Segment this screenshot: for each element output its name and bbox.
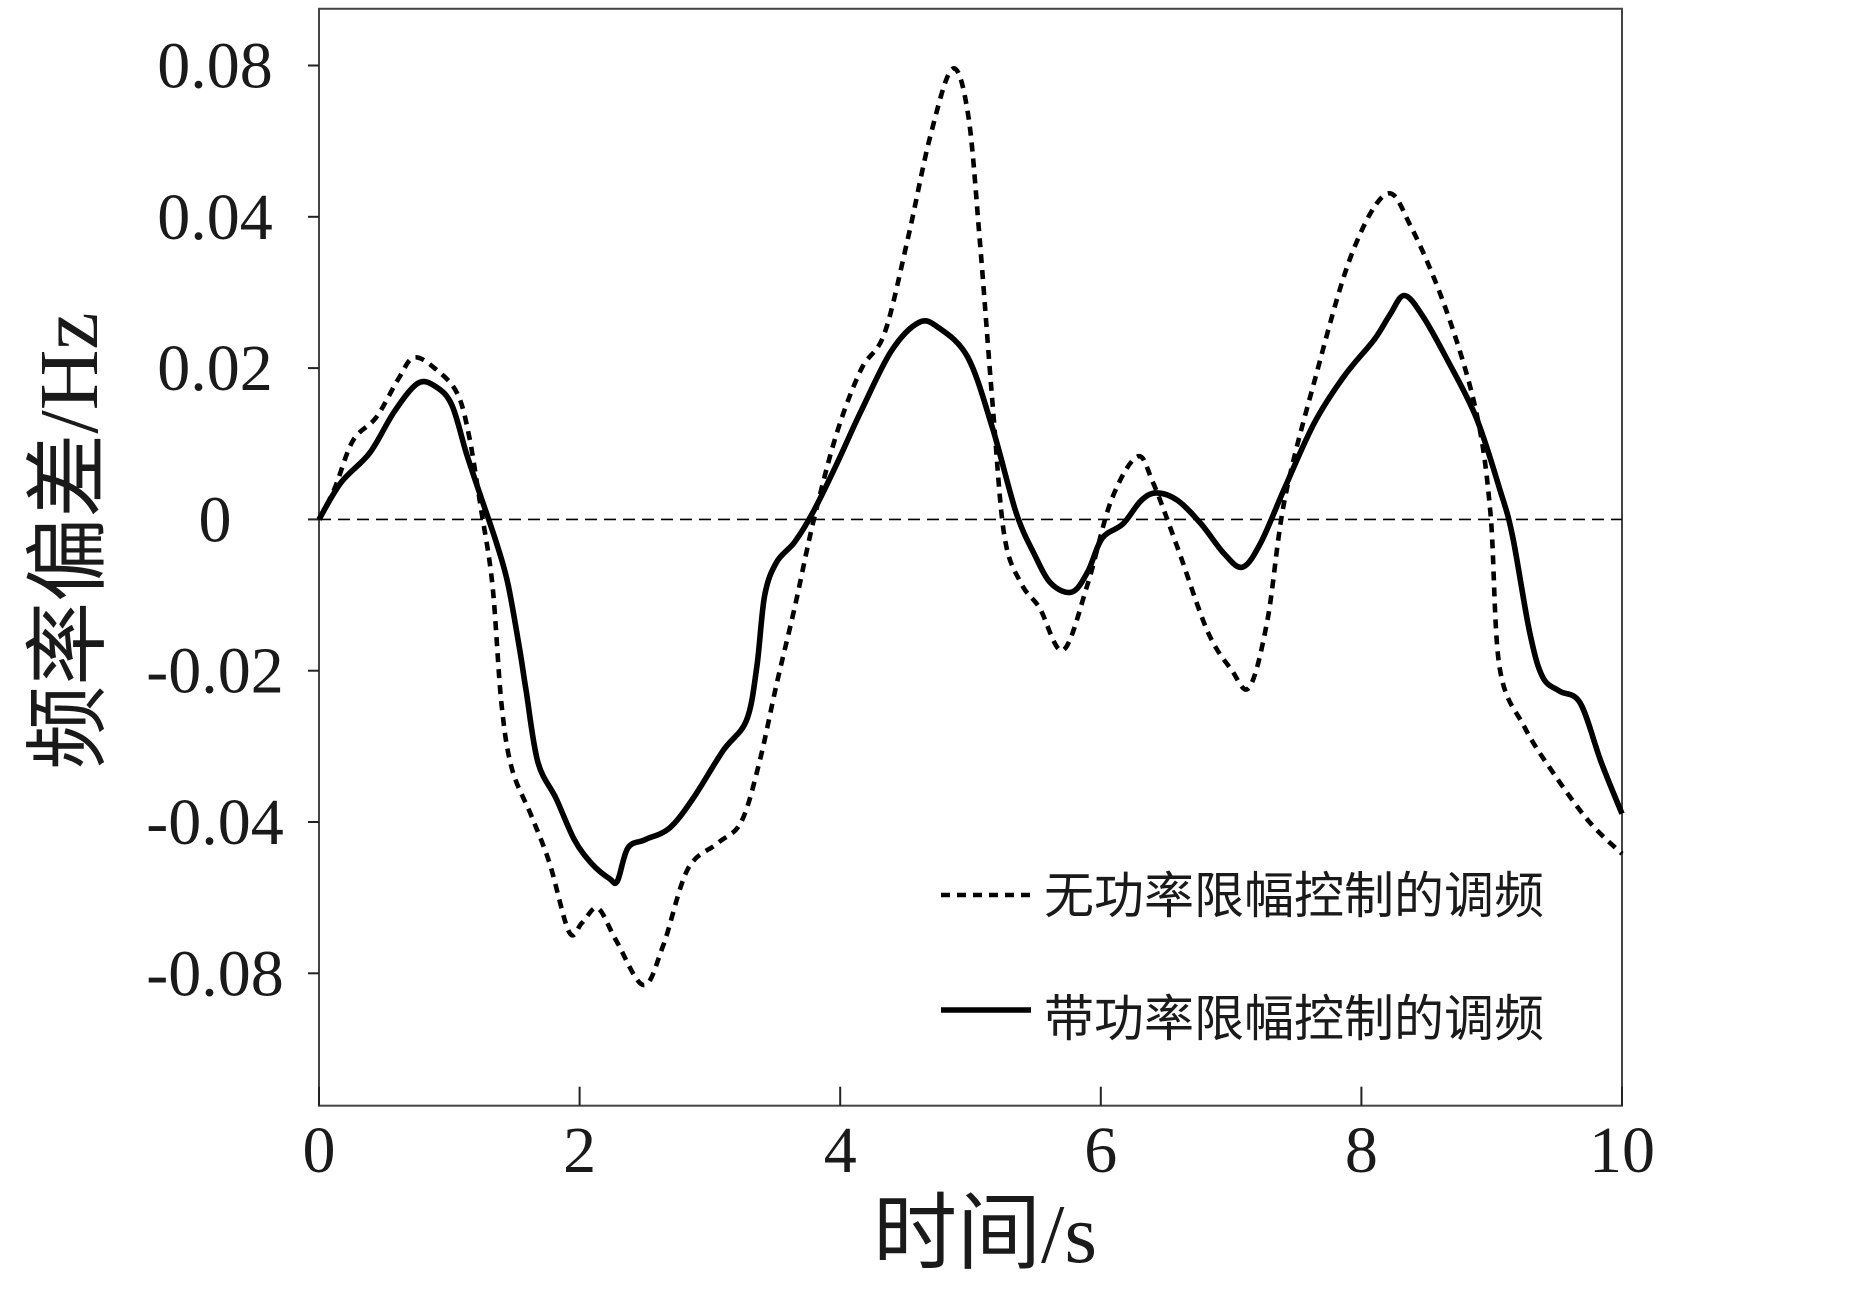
y-tick-label: 0.02 [157, 332, 273, 405]
y-tick-label: -0.02 [146, 635, 283, 708]
y-tick-label: 0 [199, 483, 232, 556]
plot-area [318, 7, 1623, 1107]
x-axis: 0 2 4 6 8 10 [303, 1086, 1655, 1187]
x-tick-label: 10 [1589, 1114, 1655, 1187]
x-tick-label: 8 [1345, 1114, 1378, 1187]
y-axis-label: 频率偏差/Hz [23, 312, 116, 769]
x-axis-label: 时间/s [873, 1188, 1097, 1281]
legend-label-without-power-limit: 无功率限幅控制的调频 [1044, 868, 1544, 924]
x-tick-label: 4 [824, 1114, 857, 1187]
x-tick-label: 6 [1084, 1114, 1117, 1187]
solid-series-line [316, 292, 1625, 887]
y-tick-label: 0.08 [157, 30, 273, 103]
x-tick-label: 0 [303, 1114, 336, 1187]
y-tick-label: -0.04 [146, 786, 283, 859]
x-tick-label: 2 [563, 1114, 596, 1187]
dashed-series-line [316, 66, 1624, 988]
y-axis: 0.08 0.04 0.02 0 -0.02 -0.04 -0.08 [146, 30, 319, 1010]
series-layer [316, 66, 1625, 988]
plot-frame [318, 7, 1623, 1107]
legend-label-with-power-limit: 带功率限幅控制的调频 [1044, 991, 1544, 1047]
legend: 无功率限幅控制的调频 带功率限幅控制的调频 [941, 868, 1544, 1047]
y-tick-label: 0.04 [157, 181, 273, 254]
y-tick-label: -0.08 [146, 937, 283, 1010]
